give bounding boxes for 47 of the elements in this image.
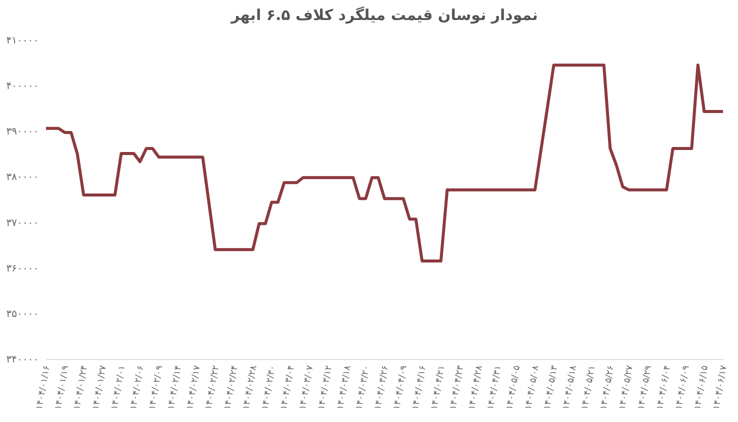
y-tick-label: ۳۴۰۰۰۰ [6, 354, 38, 366]
x-tick-label: ۱۴۰۴/۰۴/۳۱ [486, 364, 504, 411]
x-tick-label: ۱۴۰۴/۰۵/۲۹ [636, 364, 654, 411]
y-tick-label: ۳۵۰۰۰۰ [6, 308, 38, 320]
x-tick-label: ۱۴۰۴/۰۶/۰۹ [674, 364, 692, 411]
y-tick-label: ۳۶۰۰۰۰ [6, 263, 38, 274]
x-tick-label: ۱۴۰۴/۰۴/۲۱ [430, 364, 448, 411]
x-tick-label: ۱۴۰۴/۰۳/۲۶ [373, 364, 391, 411]
x-tick-label: ۱۴۰۴/۰۲/۰۶ [128, 364, 146, 411]
x-tick-label: ۱۴۰۴/۰۲/۰۹ [148, 364, 166, 411]
x-tick-label: ۱۴۰۴/۰۶/۱۷ [712, 364, 730, 411]
x-tick-label: ۱۴۰۴/۰۵/۰۸ [524, 364, 542, 411]
x-tick-label: ۱۴۰۴/۰۳/۲۰ [354, 364, 372, 411]
x-tick-label: ۱۴۰۴/۰۲/۱۴ [166, 364, 184, 411]
x-tick-label: ۱۴۰۴/۰۴/۰۹ [392, 364, 410, 411]
x-tick-label: ۱۴۰۴/۰۵/۲۷ [618, 364, 636, 411]
x-tick-label: ۱۴۰۴/۰۲/۳۰ [260, 364, 278, 411]
y-tick-label: ۴۱۰۰۰۰ [6, 36, 38, 46]
y-tick-label: ۳۸۰۰۰۰ [6, 172, 38, 184]
x-tick-label: ۱۴۰۴/۰۳/۱۸ [336, 364, 354, 411]
y-tick-label: ۴۰۰۰۰۰ [6, 81, 38, 92]
x-tick-label: ۱۴۰۴/۰۲/۱۷ [185, 364, 203, 411]
x-tick-label: ۱۴۰۴/۰۳/۰۴ [279, 364, 297, 411]
x-tick-label: ۱۴۰۴/۰۵/۱۳ [542, 364, 560, 411]
x-tick-label: ۱۴۰۴/۰۵/۲۱ [580, 364, 598, 411]
y-tick-label: ۳۹۰۰۰۰ [6, 126, 38, 138]
x-tick-label: ۱۴۰۴/۰۱/۲۴ [72, 364, 90, 411]
x-tick-label: ۱۴۰۴/۰۶/۱۵ [692, 364, 711, 411]
chart-title: نمودار نوسان قیمت میلگرد کلاف ۶.۵ ابهر [230, 6, 538, 24]
x-tick-label: ۱۴۰۴/۰۴/۲۳ [448, 364, 466, 411]
x-tick-label: ۱۴۰۴/۰۵/۱۸ [561, 364, 579, 411]
x-tick-label: ۱۴۰۴/۰۳/۱۲ [316, 364, 335, 411]
x-tick-label: ۱۴۰۴/۰۲/۲۲ [204, 364, 222, 411]
x-tick-label: ۱۴۰۴/۰۱/۲۷ [91, 364, 109, 411]
x-tick-label: ۱۴۰۴/۰۴/۱۶ [410, 364, 429, 411]
x-tick-label: ۱۴۰۴/۰۱/۱۶ [34, 364, 52, 411]
x-tick-label: ۱۴۰۴/۰۲/۲۸ [242, 364, 260, 411]
x-tick-label: ۱۴۰۴/۰۱/۱۹ [54, 364, 72, 411]
x-tick-label: ۱۴۰۴/۰۶/۰۴ [655, 364, 674, 411]
x-tick-label: ۱۴۰۴/۰۵/۰۵ [504, 364, 523, 411]
x-tick-label: ۱۴۰۴/۰۳/۰۷ [298, 364, 316, 411]
x-tick-label: ۱۴۰۴/۰۴/۲۸ [467, 364, 485, 411]
line-series [44, 64, 724, 263]
x-tick-label: ۱۴۰۴/۰۲/۲۴ [222, 364, 240, 411]
x-tick-label: ۱۴۰۴/۰۵/۲۶ [598, 364, 617, 411]
x-tick-label: ۱۴۰۴/۰۲/۰۱ [110, 364, 128, 411]
y-tick-label: ۳۷۰۰۰۰ [6, 218, 38, 229]
